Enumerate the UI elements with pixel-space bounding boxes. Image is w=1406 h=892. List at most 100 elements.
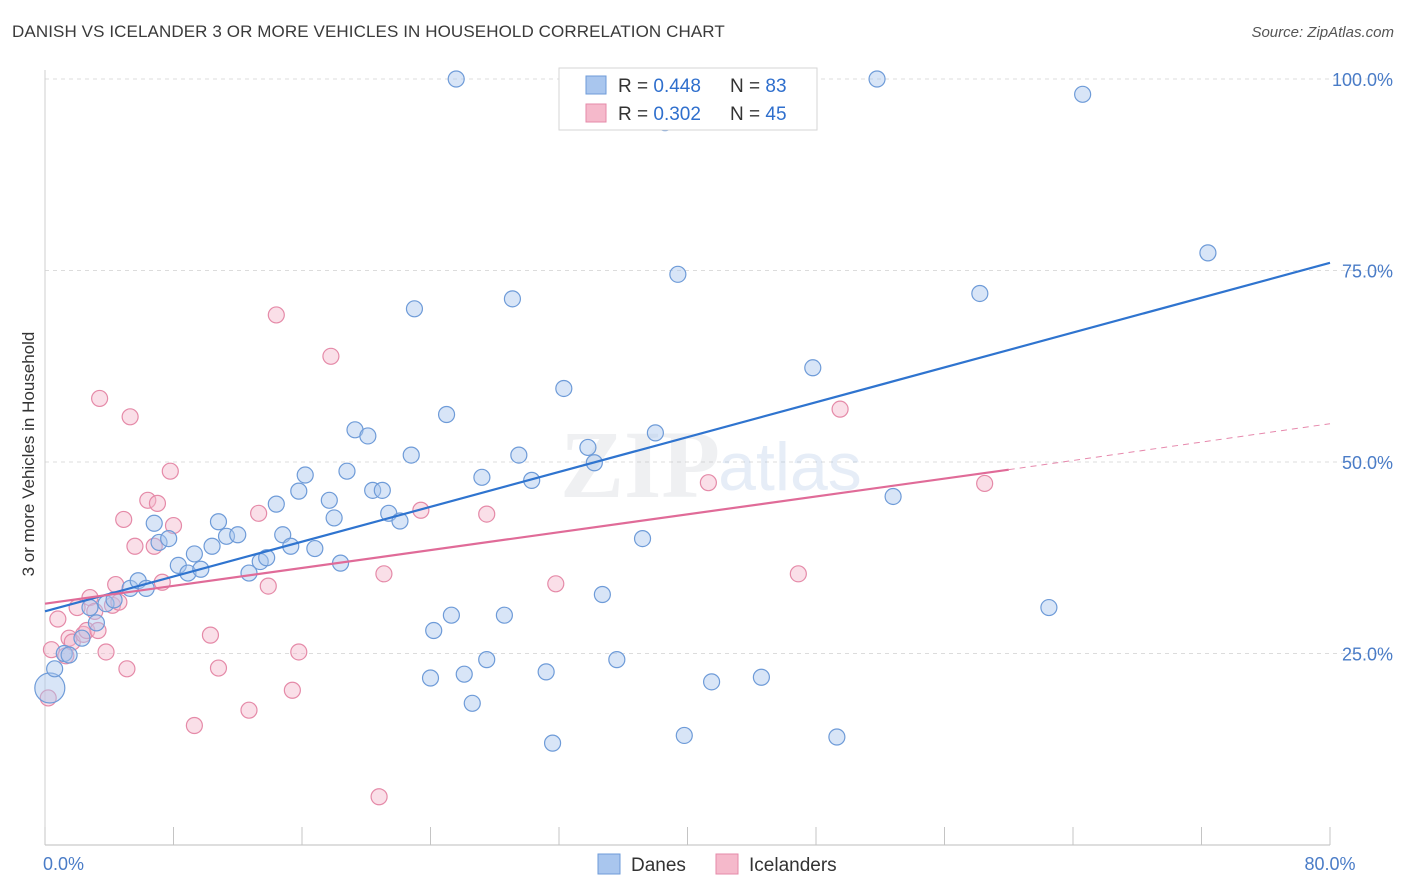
watermark: ZIP atlas <box>560 411 862 518</box>
dane-point-68 <box>669 265 687 283</box>
icelander-point-18 <box>118 660 136 678</box>
stats-legend-ice-r-label: R = <box>618 104 653 125</box>
stats-legend-danes-r-value: 0.448 <box>653 76 701 97</box>
icelander-point-41 <box>547 575 565 593</box>
stats-legend-danes-r-label: R = <box>618 76 653 97</box>
icelander-point-20 <box>126 537 144 555</box>
icelander-point-12 <box>91 389 109 408</box>
icelander-point-45 <box>976 474 994 493</box>
stats-legend-danes-swatch <box>585 75 607 95</box>
icelander-point-2 <box>49 610 67 628</box>
dane-point-26 <box>267 495 285 513</box>
icelander-point-36 <box>322 347 340 365</box>
icelander-point-29 <box>209 659 228 677</box>
dane-point-33 <box>325 509 343 527</box>
dane-point-25 <box>258 549 276 567</box>
icelander-point-37 <box>370 788 388 806</box>
icelander-point-27 <box>185 716 203 735</box>
dane-point-54 <box>503 290 522 308</box>
legend-danes-label: Danes <box>631 855 686 876</box>
icelander-point-13 <box>97 643 115 661</box>
dane-point-58 <box>543 734 562 752</box>
dane-point-79 <box>1040 598 1058 617</box>
dane-point-44 <box>425 621 443 640</box>
dane-point-4 <box>73 629 91 647</box>
dane-point-49 <box>455 665 473 683</box>
icelander-point-17 <box>115 510 133 529</box>
icelander-point-38 <box>375 565 393 583</box>
dane-point-13 <box>150 533 168 552</box>
svg-text:N = 83: N = 83 <box>730 76 787 97</box>
dane-point-19 <box>203 537 221 555</box>
icelander-point-44 <box>831 400 849 418</box>
dane-point-42 <box>402 446 420 464</box>
dane-point-57 <box>537 663 555 681</box>
dane-point-31 <box>306 539 324 558</box>
dane-point-78 <box>971 284 989 303</box>
dane-point-1 <box>46 660 64 678</box>
y-tick-label-0: 25.0% <box>1342 645 1393 665</box>
svg-text:N = 45: N = 45 <box>730 104 787 125</box>
dane-point-55 <box>510 446 528 464</box>
y-axis-label: 3 or more Vehicles in Household <box>19 332 38 577</box>
icelander-point-1 <box>42 641 61 659</box>
x-tick-label-0: 0.0% <box>43 854 84 874</box>
stats-legend-ice-n-label: N = <box>730 104 765 125</box>
dane-point-29 <box>290 482 308 500</box>
icelander-point-34 <box>283 681 301 699</box>
stats-legend-ice-n-value: 45 <box>765 104 786 125</box>
y-tick-label-1: 50.0% <box>1342 453 1393 473</box>
dane-point-39 <box>373 481 391 499</box>
stats-legend-ice-swatch <box>585 103 607 123</box>
dane-point-46 <box>437 405 456 424</box>
dane-point-63 <box>608 651 626 669</box>
icelander-point-30 <box>240 701 258 719</box>
dane-point-62 <box>593 585 611 604</box>
icelander-point-31 <box>250 504 268 522</box>
source-label: Source: ZipAtlas.com <box>1251 24 1394 41</box>
legend-icelanders-label: Icelanders <box>749 855 837 876</box>
icelander-point-35 <box>290 643 308 661</box>
icelander-point-21 <box>139 491 157 509</box>
icelander-point-43 <box>789 565 807 583</box>
dane-point-50 <box>463 694 481 712</box>
dane-point-14 <box>160 529 178 548</box>
legend-danes-swatch <box>597 853 621 875</box>
dane-point-64 <box>633 529 652 548</box>
dane-point-52 <box>478 651 496 669</box>
series-legend: Danes Icelanders <box>597 853 837 876</box>
dane-point-35 <box>338 462 356 480</box>
icelander-point-19 <box>121 408 139 426</box>
stats-legend-ice-r-value: 0.302 <box>653 104 701 125</box>
dane-point-74 <box>804 359 822 377</box>
icelander-point-26 <box>164 516 183 535</box>
trend-lines <box>44 261 1331 613</box>
stats-legend-danes-n-label: N = <box>730 76 765 97</box>
icelanders-trend-extension <box>1008 423 1331 471</box>
dane-point-45 <box>421 669 440 687</box>
dane-point-65 <box>646 424 664 442</box>
x-tick-label-1: 80.0% <box>1304 854 1355 874</box>
icelander-point-33 <box>267 306 285 324</box>
dane-point-51 <box>473 468 491 486</box>
icelanders-trend-line <box>44 468 1009 605</box>
dane-point-48 <box>442 606 460 624</box>
icelander-point-40 <box>478 505 496 523</box>
dane-point-6 <box>87 614 106 632</box>
dane-point-47 <box>447 70 465 88</box>
dane-point-30 <box>296 466 314 484</box>
dane-point-81 <box>1199 244 1217 262</box>
icelander-point-32 <box>259 577 277 595</box>
stats-legend: R = 0.448 N = 83 R = 0.302 N = 45 <box>558 67 818 131</box>
y-tick-label-3: 100.0% <box>1332 70 1393 90</box>
dane-point-60 <box>579 438 597 457</box>
legend-icelanders-swatch <box>715 853 739 875</box>
dane-point-5 <box>81 598 99 617</box>
dane-point-22 <box>229 526 247 544</box>
danes-trend-line <box>44 261 1331 613</box>
dane-point-23 <box>240 564 258 582</box>
icelander-point-42 <box>699 474 717 492</box>
dane-point-77 <box>884 487 902 506</box>
grid-layer <box>44 70 1392 846</box>
